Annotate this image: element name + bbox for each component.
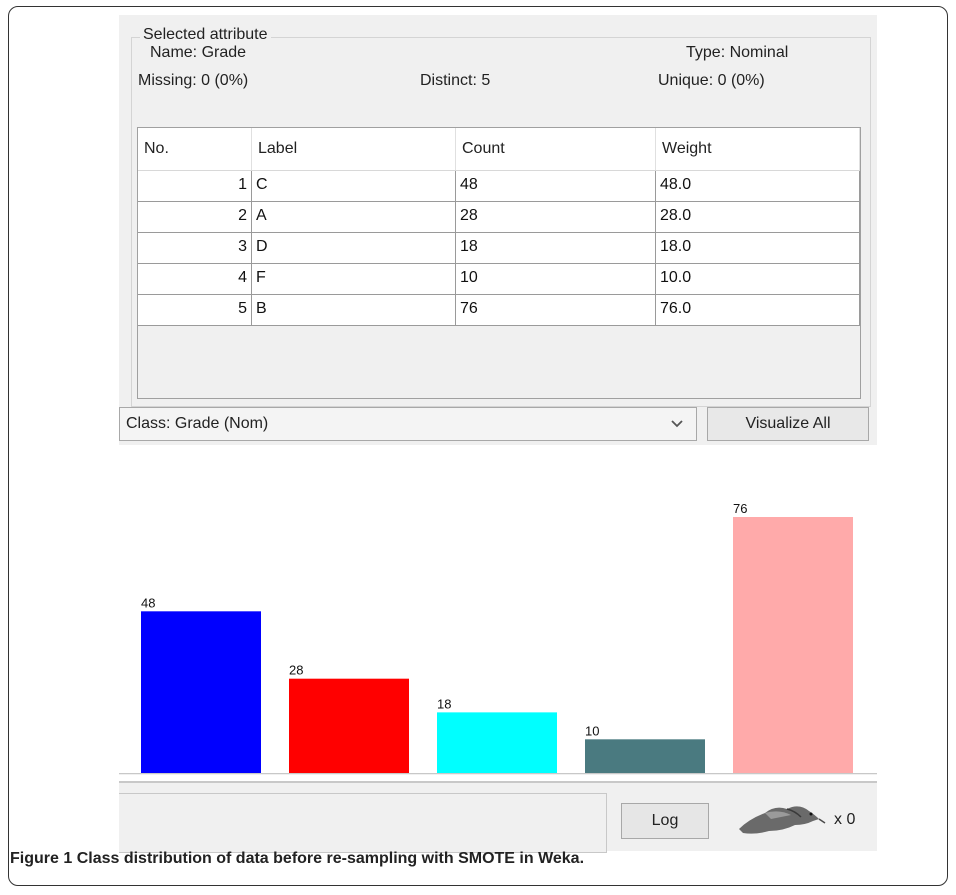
- column-header-label[interactable]: Label: [252, 128, 456, 170]
- caption-label: Figure 1: [10, 850, 73, 867]
- status-bar: Log x 0: [119, 781, 877, 853]
- status-divider: [119, 781, 877, 783]
- cell-label: F: [252, 264, 456, 294]
- cell-no: 2: [138, 202, 252, 232]
- cell-no: 5: [138, 295, 252, 325]
- column-header-weight[interactable]: Weight: [656, 128, 860, 170]
- bar-value-label: 28: [289, 663, 303, 678]
- cell-weight: 10.0: [656, 264, 860, 294]
- bar-D: [437, 712, 557, 773]
- table-row[interactable]: 1 C 48 48.0: [138, 171, 860, 202]
- cell-no: 4: [138, 264, 252, 294]
- table-row[interactable]: 4 F 10 10.0: [138, 264, 860, 295]
- bar-value-label: 10: [585, 723, 599, 738]
- bar-value-label: 48: [141, 595, 155, 610]
- cell-label: D: [252, 233, 456, 263]
- selected-attribute-group: Selected attribute Name: Grade Type: Nom…: [131, 26, 871, 407]
- selected-attribute-legend: Selected attribute: [140, 26, 271, 44]
- cell-count: 10: [456, 264, 656, 294]
- cell-weight: 28.0: [656, 202, 860, 232]
- figure-caption: Figure 1 Class distribution of data befo…: [10, 850, 584, 868]
- cell-label: B: [252, 295, 456, 325]
- table-row[interactable]: 3 D 18 18.0: [138, 233, 860, 264]
- figure-frame: Selected attribute Name: Grade Type: Nom…: [8, 6, 948, 886]
- class-select-value: Class: Grade (Nom): [126, 415, 269, 432]
- bar-value-label: 18: [437, 696, 451, 711]
- chevron-down-icon[interactable]: [670, 416, 684, 432]
- bar-value-label: 76: [733, 501, 747, 516]
- cell-label: A: [252, 202, 456, 232]
- attribute-missing: Missing: 0 (0%): [138, 72, 249, 89]
- column-header-no[interactable]: No.: [138, 128, 252, 170]
- column-header-count[interactable]: Count: [456, 128, 656, 170]
- bar-A: [289, 678, 409, 773]
- class-distribution-chart: 48 28 18 10 76: [119, 445, 877, 774]
- cell-count: 28: [456, 202, 656, 232]
- bar-B: [733, 517, 853, 773]
- status-count: x 0: [834, 811, 856, 828]
- table-row[interactable]: 5 B 76 76.0: [138, 295, 860, 326]
- bar-F: [585, 739, 705, 773]
- weka-bird-icon[interactable]: [735, 795, 827, 844]
- cell-no: 1: [138, 171, 252, 201]
- status-message-field: [119, 793, 607, 853]
- table-row[interactable]: 2 A 28 28.0: [138, 202, 860, 233]
- visualize-all-button[interactable]: Visualize All: [707, 407, 869, 441]
- attribute-name: Name: Grade: [150, 44, 247, 61]
- preprocess-panel: Selected attribute Name: Grade Type: Nom…: [119, 15, 877, 775]
- label-count-table[interactable]: No. Label Count Weight 1 C 48 48.0 2 A 2…: [137, 127, 861, 399]
- cell-label: C: [252, 171, 456, 201]
- cell-no: 3: [138, 233, 252, 263]
- cell-count: 76: [456, 295, 656, 325]
- cell-weight: 18.0: [656, 233, 860, 263]
- table-header: No. Label Count Weight: [138, 128, 860, 171]
- cell-weight: 48.0: [656, 171, 860, 201]
- cell-count: 48: [456, 171, 656, 201]
- bar-chart-svg: 48 28 18 10 76: [141, 501, 853, 773]
- attribute-unique: Unique: 0 (0%): [658, 72, 765, 89]
- cell-weight: 76.0: [656, 295, 860, 325]
- attribute-type: Type: Nominal: [686, 44, 789, 61]
- bar-C: [141, 611, 261, 773]
- class-select[interactable]: Class: Grade (Nom): [119, 407, 697, 441]
- attribute-distinct: Distinct: 5: [420, 72, 491, 89]
- cell-count: 18: [456, 233, 656, 263]
- log-button[interactable]: Log: [621, 803, 709, 839]
- caption-text: Class distribution of data before re-sam…: [76, 850, 585, 867]
